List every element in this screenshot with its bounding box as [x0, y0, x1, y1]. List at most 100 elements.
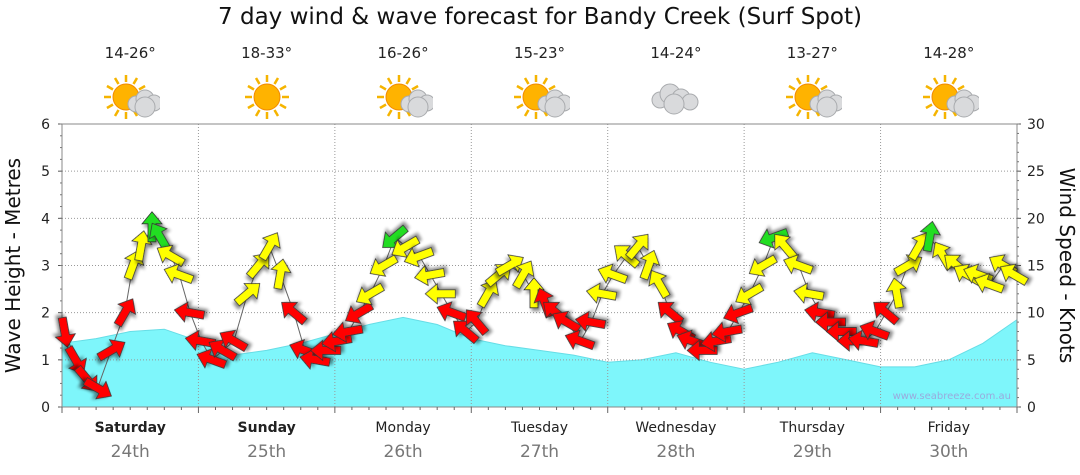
wind-arrow: [113, 298, 136, 328]
wind-arrow: [173, 301, 206, 323]
wind-arrow: [391, 235, 421, 258]
wind-arrow-shape: [345, 301, 375, 324]
wind-arrow: [758, 228, 790, 249]
wind-arrow-shape: [391, 235, 421, 258]
wind-arrow-shape: [686, 339, 718, 362]
wind-arrow-shape: [552, 310, 582, 334]
y-tick-label-right: 15: [1027, 259, 1045, 275]
y-tick-label-right: 20: [1027, 211, 1045, 227]
wind-arrow-shape: [113, 298, 136, 328]
wind-arrow-shape: [436, 301, 468, 322]
wind-arrow-shape: [466, 309, 490, 336]
wind-arrow-shape: [793, 282, 825, 304]
wind-arrow: [793, 282, 825, 304]
wind-arrow-shape: [369, 254, 399, 277]
y-axis-title-right: Wind Speed - Knots: [1055, 168, 1079, 364]
wind-arrow: [131, 230, 153, 262]
wind-arrow-shape: [424, 282, 456, 305]
wind-arrow-shape: [54, 316, 77, 348]
wind-arrow-shape: [96, 339, 126, 362]
wind-arrow: [345, 301, 375, 324]
wind-arrow: [270, 258, 292, 290]
y-tick-label-left: 1: [41, 353, 50, 369]
wind-arrow: [494, 254, 524, 277]
wind-arrow: [403, 247, 435, 268]
y-tick-label-left: 6: [41, 117, 50, 133]
y-tick-label-left: 0: [41, 400, 50, 416]
wind-arrow-shape: [585, 282, 618, 304]
wind-arrow-shape: [574, 310, 607, 333]
partly-cloudy-icon: [922, 75, 979, 119]
wind-arrow-shape: [735, 282, 765, 305]
day-name: Saturday: [94, 420, 166, 436]
wind-arrow: [332, 321, 364, 343]
wind-arrow: [355, 282, 385, 305]
wind-arrow-shape: [873, 302, 900, 326]
wind-arrow-shape: [281, 302, 308, 326]
wind-arrow: [597, 263, 629, 284]
wind-arrow: [156, 244, 186, 268]
y-tick-label-left: 3: [41, 259, 50, 275]
wind-arrow-shape: [639, 249, 661, 281]
wind-arrow-shape: [173, 301, 206, 323]
wind-arrow: [281, 302, 308, 326]
chart-title: 7 day wind & wave forecast for Bandy Cre…: [218, 4, 862, 30]
wind-arrow-shape: [614, 245, 641, 269]
wind-arrow-shape: [974, 272, 1005, 294]
wind-arrow: [96, 339, 126, 362]
wind-arrow: [974, 272, 1005, 294]
wind-arrow-shape: [131, 230, 153, 262]
day-temperature: 16-26°: [377, 44, 429, 62]
wind-arrow-shape: [847, 329, 880, 352]
wind-arrow-shape: [597, 263, 629, 284]
wind-arrow-shape: [564, 329, 596, 351]
wind-arrow-shape: [919, 220, 942, 253]
partly-cloudy-icon: [786, 75, 843, 119]
watermark-text: www.seabreeze.com.au: [893, 391, 1011, 402]
day-name: Tuesday: [511, 420, 568, 436]
y-tick-label-right: 5: [1027, 353, 1036, 369]
day-date: 25th: [247, 442, 287, 462]
wind-arrow-shape: [748, 254, 778, 277]
sunny-icon: [244, 75, 289, 119]
day-date: 29th: [792, 442, 832, 462]
partly-cloudy-icon: [513, 75, 570, 119]
wind-arrow-shape: [82, 377, 112, 400]
partly-cloudy-icon: [104, 75, 161, 119]
y-tick-label-right: 30: [1027, 117, 1045, 133]
wind-arrow: [614, 245, 641, 269]
wind-arrow: [723, 303, 754, 325]
wind-arrow: [54, 316, 77, 348]
wind-arrow: [919, 220, 942, 253]
wind-arrow: [648, 270, 671, 300]
wind-arrow: [219, 329, 249, 353]
day-temperature: 14-24°: [650, 44, 702, 62]
wind-arrow-shape: [476, 279, 499, 309]
y-tick-label-left: 2: [41, 306, 50, 322]
y-tick-label-right: 10: [1027, 306, 1045, 322]
wind-arrow: [82, 377, 112, 400]
wind-arrow: [847, 329, 880, 352]
wind-arrow: [512, 260, 535, 290]
wind-arrow: [885, 277, 907, 309]
wind-arrow: [783, 254, 814, 275]
wind-arrow-shape: [332, 321, 364, 343]
wind-arrow-shape: [403, 247, 435, 268]
day-name: Wednesday: [635, 420, 717, 436]
wind-arrow: [625, 233, 649, 261]
day-name: Sunday: [237, 420, 296, 436]
wind-arrow-shape: [758, 228, 790, 249]
wind-arrow-shape: [999, 263, 1029, 286]
wind-arrow-shape: [163, 263, 195, 284]
wind-arrow-shape: [711, 321, 743, 343]
wind-arrow: [711, 321, 743, 343]
wind-arrow: [585, 282, 618, 304]
day-name: Thursday: [779, 420, 845, 436]
wind-arrow: [748, 254, 778, 277]
day-temperature: 13-27°: [786, 44, 838, 62]
wind-arrow-shape: [414, 264, 446, 287]
wind-arrow-shape: [723, 303, 754, 325]
wind-arrow: [476, 279, 499, 309]
wind-arrow: [466, 309, 490, 336]
